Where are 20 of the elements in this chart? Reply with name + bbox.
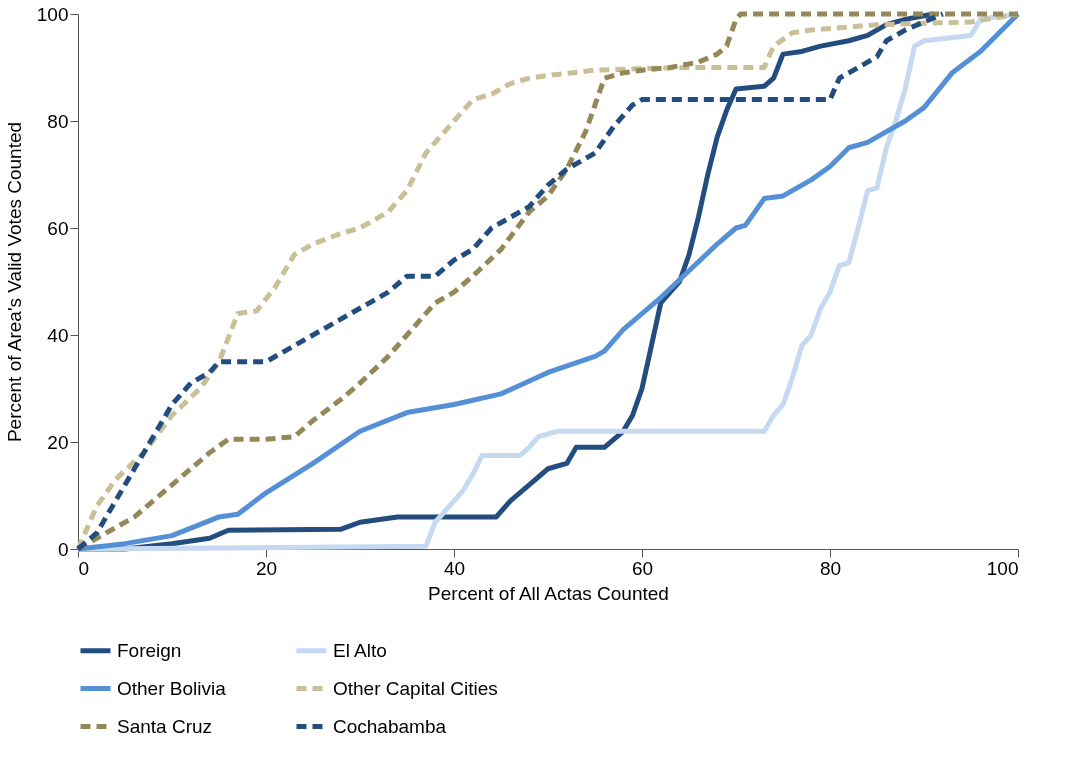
y-tick-label: 0 [57, 538, 69, 560]
x-tick-label: 60 [631, 557, 654, 579]
y-tick-label: 60 [47, 217, 69, 239]
x-axis-title: Percent of All Actas Counted [428, 582, 669, 604]
legend-label: El Alto [333, 639, 387, 661]
x-tick-label: 0 [78, 557, 90, 579]
legend-label: Other Capital Cities [333, 677, 498, 699]
x-tick-label: 80 [819, 557, 842, 579]
y-axis-title: Percent of Area's Valid Votes Counted [3, 121, 25, 443]
x-tick-label: 40 [443, 557, 466, 579]
y-tick-label: 80 [47, 110, 69, 132]
y-tick-label: 100 [36, 3, 69, 25]
x-tick-label: 20 [255, 557, 278, 579]
y-tick-label: 20 [47, 431, 69, 453]
x-tick-label: 100 [986, 557, 1019, 579]
y-tick-label: 40 [47, 324, 69, 346]
legend-label: Santa Cruz [117, 715, 213, 737]
legend-label: Other Bolivia [117, 677, 227, 699]
legend-label: Foreign [117, 639, 182, 661]
legend-label: Cochabamba [333, 715, 447, 737]
